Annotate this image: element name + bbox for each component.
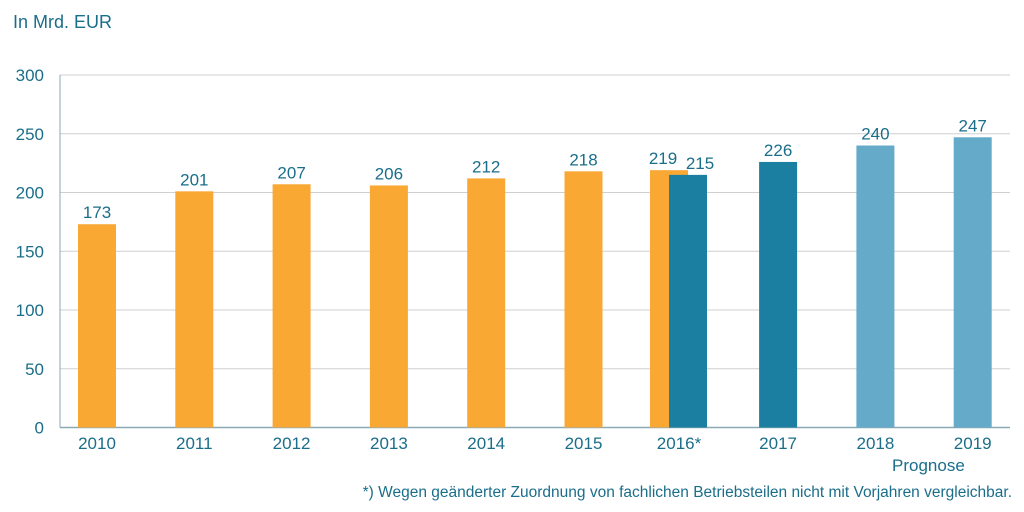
bar-2016*-1 — [669, 174, 707, 428]
forecast-label: Prognose — [892, 456, 965, 475]
x-tick-label: 2015 — [565, 434, 603, 453]
data-label: 212 — [472, 157, 500, 176]
x-tick-label: 2012 — [273, 434, 311, 453]
bar-2017-1 — [759, 161, 798, 428]
data-label: 173 — [83, 203, 111, 222]
y-tick-label: 100 — [16, 301, 44, 320]
data-label: 215 — [686, 154, 714, 173]
y-tick-label: 200 — [16, 184, 44, 203]
bar-2012-0 — [272, 184, 311, 428]
y-tick-label: 150 — [16, 242, 44, 261]
x-tick-label: 2016* — [657, 434, 702, 453]
x-tick-label: 2019 — [954, 434, 992, 453]
bar-2013-0 — [369, 185, 408, 428]
bar-2019-2 — [953, 137, 992, 428]
data-label: 218 — [569, 150, 597, 169]
y-tick-label: 50 — [25, 360, 44, 379]
data-label: 226 — [764, 141, 792, 160]
x-tick-label: 2010 — [78, 434, 116, 453]
data-label: 247 — [959, 116, 987, 135]
y-tick-label: 0 — [35, 419, 44, 438]
y-tick-label: 300 — [16, 66, 44, 85]
footnote: *) Wegen geänderter Zuordnung von fachli… — [362, 484, 1012, 501]
bar-2011-0 — [175, 191, 214, 428]
unit-label: In Mrd. EUR — [13, 12, 113, 32]
data-label: 201 — [180, 170, 208, 189]
data-label: 219 — [649, 149, 677, 168]
data-label: 240 — [861, 125, 889, 144]
x-tick-label: 2013 — [370, 434, 408, 453]
x-tick-label: 2018 — [856, 434, 894, 453]
x-tick-label: 2011 — [176, 434, 213, 453]
x-tick-label: 2014 — [467, 434, 505, 453]
data-label: 206 — [375, 164, 403, 183]
y-tick-label: 250 — [16, 125, 44, 144]
bar-2015-0 — [564, 171, 603, 428]
x-tick-label: 2017 — [759, 434, 797, 453]
bar-2014-0 — [467, 178, 506, 428]
bar-2018-2 — [856, 145, 895, 428]
data-label: 207 — [277, 163, 305, 182]
bar-2010-0 — [78, 224, 116, 428]
